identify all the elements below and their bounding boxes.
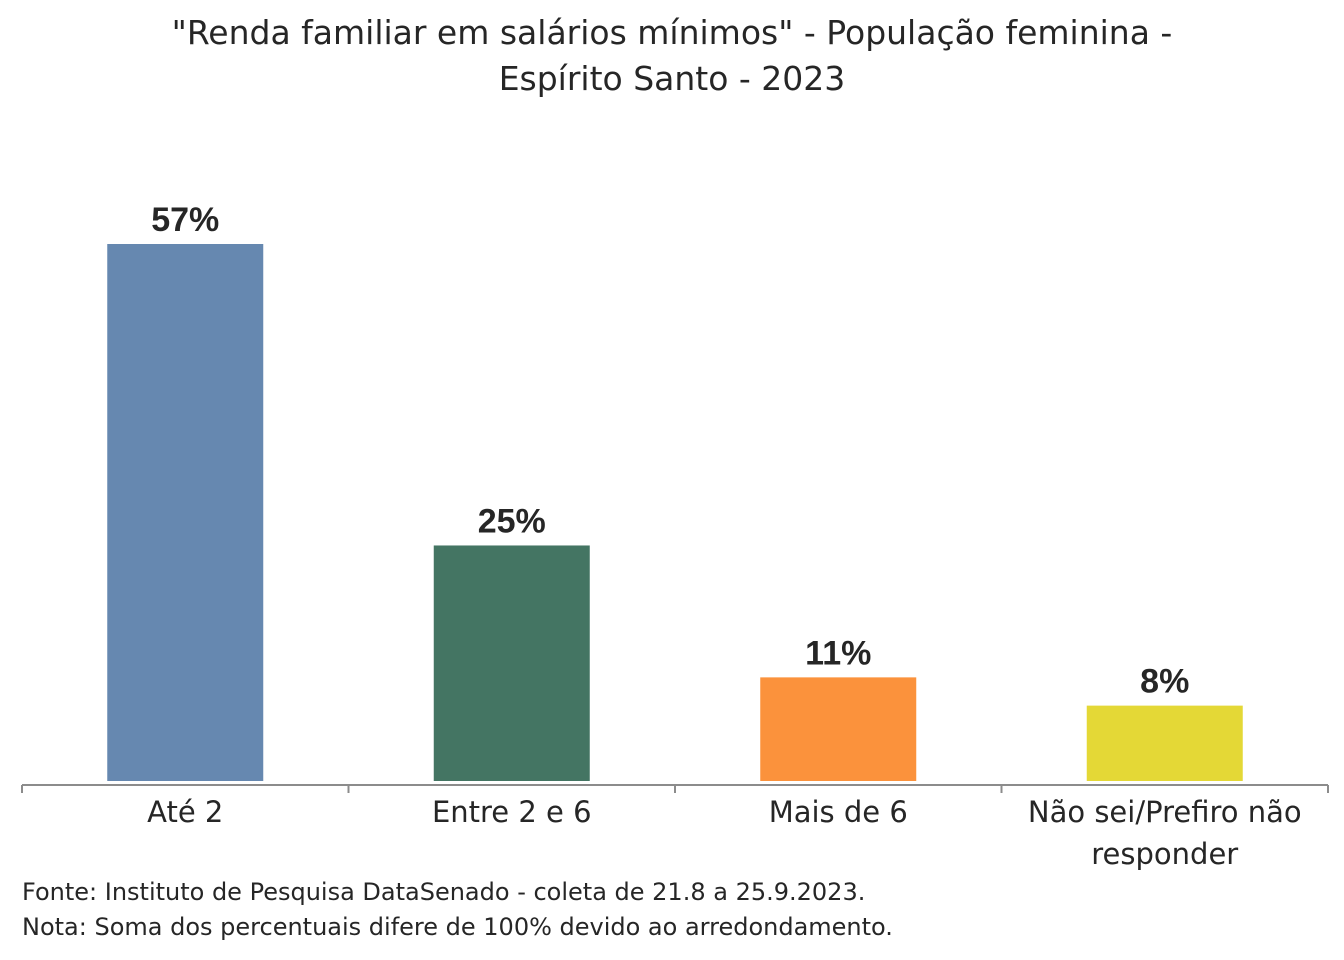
nota-note: Nota: Soma dos percentuais difere de 100… bbox=[22, 913, 893, 941]
bar-value-label-entre-2-e-6: 25% bbox=[478, 502, 546, 540]
bar-value-label-nao-sei-prefiro-nao-responder: 8% bbox=[1140, 663, 1189, 701]
category-label-ate-2: Até 2 bbox=[147, 795, 223, 829]
bar-entre-2-e-6 bbox=[433, 545, 590, 781]
chart-title-line-2: Espírito Santo - 2023 bbox=[498, 59, 846, 98]
x-axis-ticks bbox=[21, 785, 1329, 793]
bar-mais-de-6 bbox=[760, 677, 917, 781]
chart-title: "Renda familiar em salários mínimos" - P… bbox=[0, 10, 1344, 102]
bars-layer: 57% 25% 11% 8% bbox=[107, 201, 1243, 781]
category-label-nao-sei-prefiro-nao-responder-line-1: Não sei/Prefiro não bbox=[1028, 795, 1302, 829]
bar-value-label-mais-de-6: 11% bbox=[805, 634, 871, 672]
chart-title-line-1: "Renda familiar em salários mínimos" - P… bbox=[171, 13, 1173, 52]
bar-ate-2 bbox=[107, 244, 264, 781]
bar-value-label-ate-2: 57% bbox=[151, 201, 219, 239]
bar-nao-sei-prefiro-nao-responder bbox=[1086, 705, 1243, 781]
footnotes: Fonte: Instituto de Pesquisa DataSenado … bbox=[22, 875, 893, 945]
source-note: Fonte: Instituto de Pesquisa DataSenado … bbox=[22, 878, 866, 906]
category-label-entre-2-e-6: Entre 2 e 6 bbox=[432, 795, 592, 829]
category-label-mais-de-6: Mais de 6 bbox=[769, 795, 908, 829]
category-labels: Até 2 Entre 2 e 6 Mais de 6 Não sei/Prefiro… bbox=[147, 795, 1301, 871]
category-label-nao-sei-prefiro-nao-responder-line-2: responder bbox=[1091, 837, 1238, 871]
